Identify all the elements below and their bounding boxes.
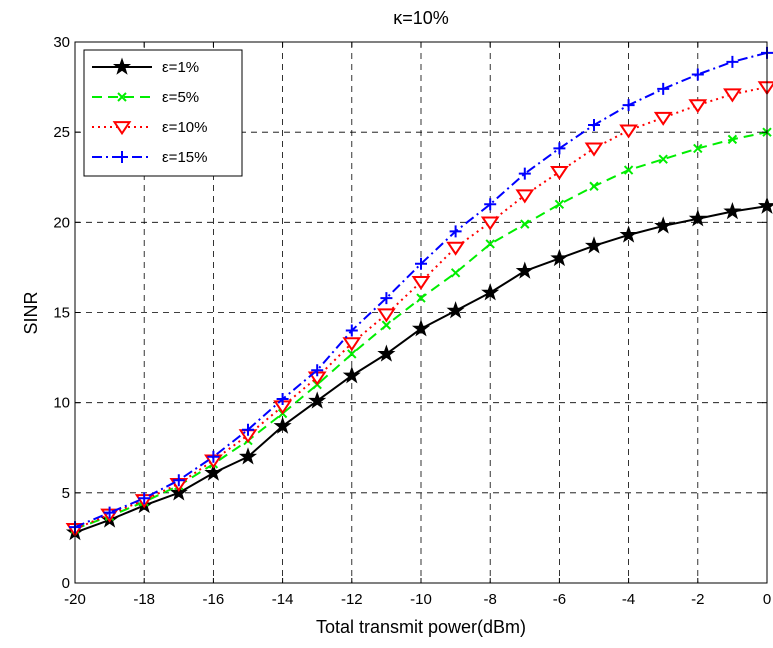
data-point bbox=[589, 181, 599, 191]
x-ticks: -20 -18 -16 -14 -12 -10 -8 -6 -4 -2 0 bbox=[64, 42, 771, 608]
y-tick-label: 10 bbox=[53, 395, 70, 412]
data-point bbox=[342, 366, 361, 384]
data-point bbox=[238, 447, 258, 465]
data-point bbox=[550, 165, 569, 181]
data-point bbox=[415, 257, 427, 270]
data-point bbox=[345, 324, 358, 337]
data-point bbox=[480, 216, 500, 231]
data-point bbox=[242, 423, 254, 436]
y-axis-label: SINR bbox=[21, 291, 41, 334]
y-tick-label: 20 bbox=[53, 214, 70, 231]
legend-label: ε=5% bbox=[162, 89, 199, 106]
y-tick-label: 0 bbox=[62, 575, 70, 592]
y-tick-label: 5 bbox=[62, 485, 70, 502]
data-point bbox=[515, 189, 535, 204]
data-point bbox=[584, 236, 604, 254]
y-tick-label: 25 bbox=[53, 124, 70, 141]
data-point bbox=[653, 111, 673, 126]
legend-label: ε=15% bbox=[162, 149, 207, 166]
data-point bbox=[550, 248, 569, 267]
data-point bbox=[658, 154, 668, 164]
data-point bbox=[311, 364, 324, 377]
data-point bbox=[273, 416, 292, 434]
data-point bbox=[446, 241, 465, 256]
data-point bbox=[553, 142, 566, 155]
data-point bbox=[554, 199, 565, 210]
legend-label: ε=10% bbox=[162, 119, 207, 136]
data-point bbox=[727, 134, 738, 145]
data-point bbox=[691, 68, 704, 81]
data-point bbox=[112, 57, 132, 75]
data-point bbox=[657, 82, 670, 95]
data-point bbox=[207, 450, 220, 463]
data-point bbox=[654, 216, 673, 234]
data-point bbox=[449, 225, 462, 238]
data-point bbox=[588, 118, 600, 131]
series-line bbox=[74, 86, 768, 530]
data-point bbox=[308, 391, 327, 409]
data-point bbox=[485, 239, 495, 249]
data-point bbox=[619, 124, 638, 139]
data-point bbox=[688, 99, 708, 114]
legend-label: ε=1% bbox=[162, 59, 199, 76]
data-point bbox=[204, 463, 223, 481]
data-point bbox=[623, 165, 634, 175]
data-point bbox=[380, 292, 393, 305]
x-tick-label: -6 bbox=[553, 591, 566, 608]
x-tick-label: -18 bbox=[133, 591, 155, 608]
data-point bbox=[377, 344, 396, 362]
data-point bbox=[169, 483, 188, 501]
data-point bbox=[416, 293, 426, 303]
x-tick-label: -2 bbox=[691, 591, 704, 608]
data-point bbox=[446, 301, 465, 319]
y-tick-label: 15 bbox=[53, 305, 70, 322]
chart-title: κ=10% bbox=[393, 8, 449, 28]
series-line bbox=[74, 51, 768, 529]
data-point bbox=[381, 320, 392, 330]
data-point bbox=[723, 201, 742, 220]
data-point bbox=[347, 349, 357, 359]
data-point bbox=[377, 308, 396, 323]
x-tick-label: -10 bbox=[410, 591, 432, 608]
legend: ε=1% ε=5% ε=10% ε=15% bbox=[83, 49, 243, 177]
data-point bbox=[172, 474, 185, 487]
data-point bbox=[726, 55, 739, 68]
data-point bbox=[484, 198, 497, 211]
data-point bbox=[117, 92, 127, 102]
data-point bbox=[619, 225, 638, 243]
data-point bbox=[584, 142, 604, 157]
data-point bbox=[411, 319, 431, 337]
data-point bbox=[411, 275, 431, 291]
data-point bbox=[450, 268, 461, 278]
data-point bbox=[138, 492, 151, 505]
legend-box bbox=[83, 49, 243, 177]
x-tick-label: -4 bbox=[622, 591, 635, 608]
data-point bbox=[342, 337, 362, 352]
data-point bbox=[481, 283, 500, 301]
x-axis-label: Total transmit power(dBm) bbox=[316, 617, 526, 637]
y-tick-label: 30 bbox=[53, 34, 70, 51]
data-point bbox=[116, 151, 128, 163]
y-ticks: 0 5 10 15 20 25 30 bbox=[53, 34, 767, 592]
x-tick-label: -8 bbox=[484, 591, 497, 608]
data-point bbox=[693, 143, 703, 154]
data-point bbox=[688, 209, 707, 227]
data-point bbox=[515, 261, 534, 279]
data-point bbox=[622, 99, 635, 112]
series-group bbox=[69, 46, 773, 534]
x-tick-label: -14 bbox=[272, 591, 294, 608]
data-point bbox=[103, 506, 116, 519]
x-tick-label: 0 bbox=[763, 591, 771, 608]
data-point bbox=[723, 88, 742, 103]
data-point bbox=[112, 121, 132, 136]
x-tick-label: -16 bbox=[203, 591, 225, 608]
data-point bbox=[276, 393, 289, 406]
series-lines bbox=[65, 46, 773, 541]
x-tick-label: -20 bbox=[64, 591, 86, 608]
data-point bbox=[518, 167, 531, 180]
x-tick-label: -12 bbox=[341, 591, 363, 608]
data-point bbox=[520, 219, 530, 229]
